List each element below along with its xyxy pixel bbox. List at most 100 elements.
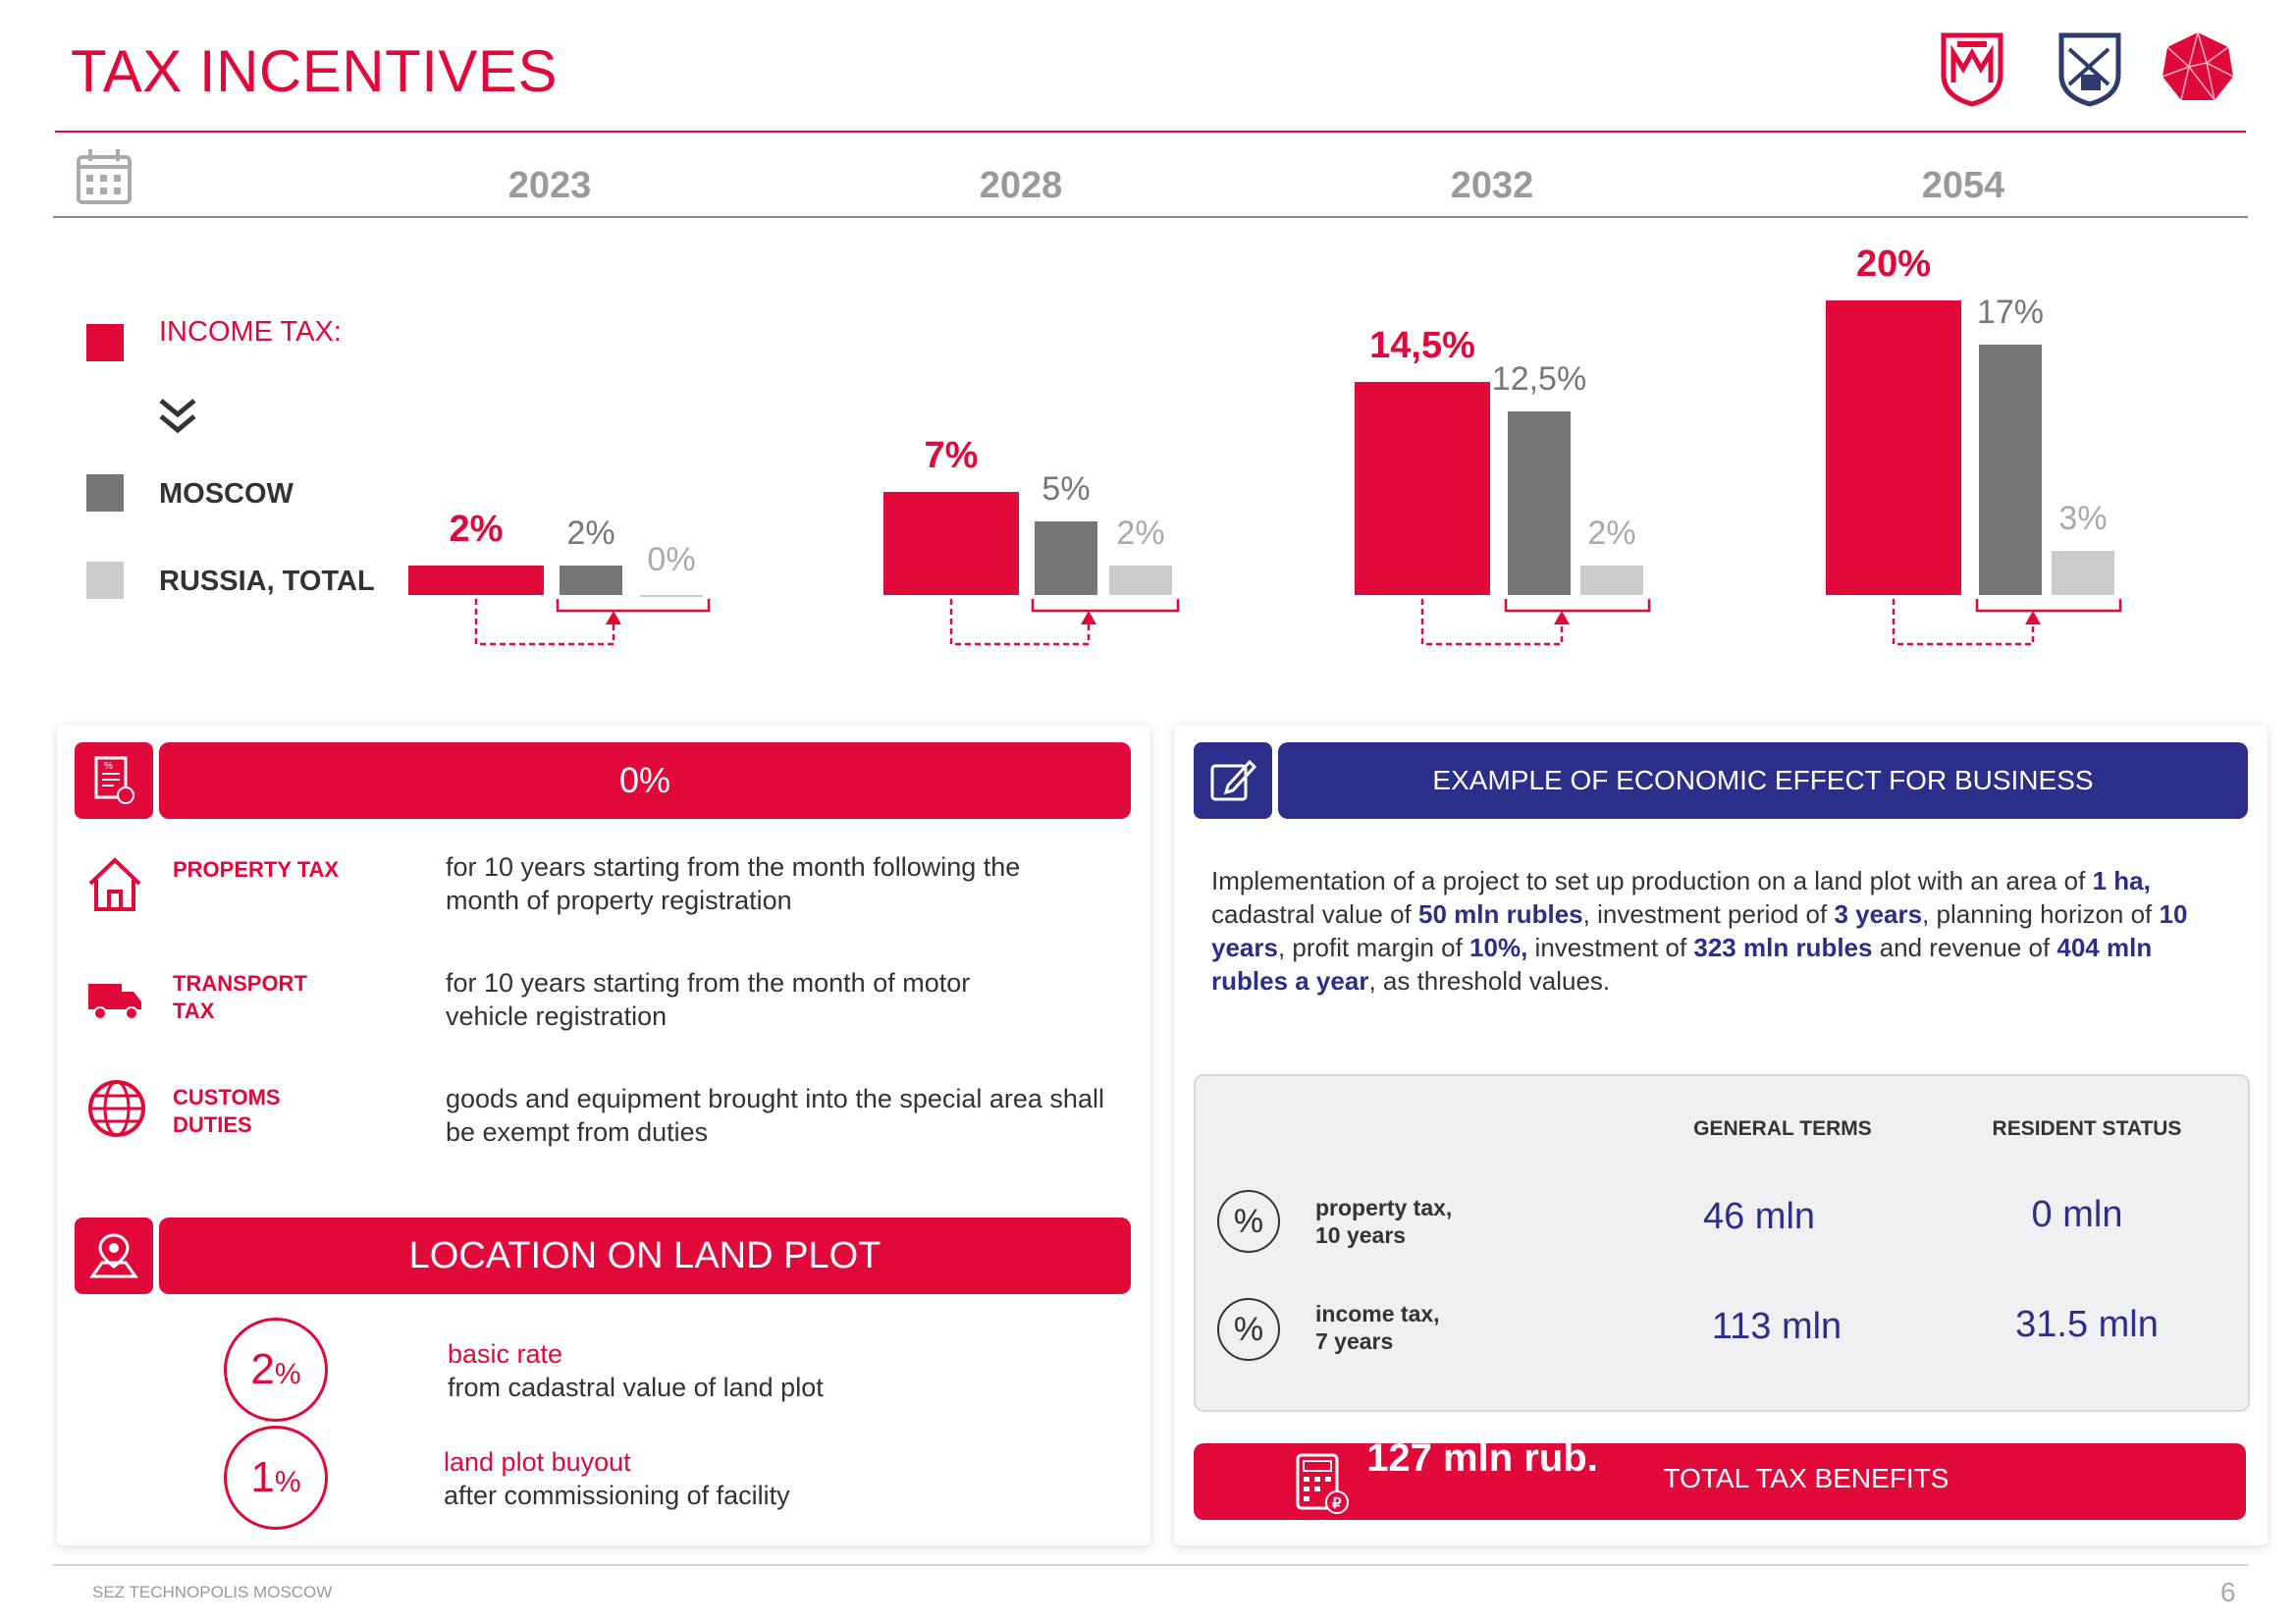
bar-income-tax-label: 14,5% <box>1369 324 1475 366</box>
legend-moscow: MOSCOW <box>159 478 294 510</box>
legend-swatch-moscow <box>86 474 124 512</box>
property-tax-desc: for 10 years starting from the month fol… <box>446 852 1021 915</box>
row-label: income tax, 7 years <box>1315 1300 1440 1355</box>
legend-swatch-income <box>86 324 124 361</box>
bar-moscow <box>1979 345 2042 595</box>
bar-moscow <box>1035 521 1097 595</box>
highlight-value: 50 mln rubles <box>1418 899 1583 929</box>
bar-russia-total-label: 3% <box>2058 500 2108 537</box>
basic-rate-number: 2 <box>250 1345 275 1393</box>
row-label-line1: property tax, <box>1315 1195 1453 1220</box>
property-tax-label: PROPERTY TAX <box>173 857 340 882</box>
economic-effect-header: EXAMPLE OF ECONOMIC EFFECT FOR BUSINESS <box>1278 742 2248 819</box>
row-label-line2: 7 years <box>1315 1328 1394 1354</box>
highlight-value: 1 ha, <box>2092 866 2151 895</box>
comparison-table <box>1194 1074 2250 1412</box>
bar-moscow-label: 12,5% <box>1491 359 1587 398</box>
percent-icon: % <box>1217 1190 1280 1253</box>
total-benefits-bar <box>1194 1443 2246 1520</box>
technopolis-gem-icon <box>2162 31 2234 101</box>
customs-duties-label: CUSTOMS DUTIES <box>173 1085 281 1137</box>
edit-icon <box>1194 742 1272 819</box>
comparison-connector <box>949 599 1180 646</box>
col-general-terms: GENERAL TERMS <box>1693 1117 1872 1140</box>
transport-tax-desc: for 10 years starting from the month of … <box>446 968 971 1031</box>
moscow-coat-icon <box>1941 32 2003 107</box>
bar-russia-total <box>640 592 703 597</box>
calculator-ruble-icon: ₽ <box>1296 1453 1349 1514</box>
year-label: 2028 <box>979 165 1063 206</box>
col-resident-status: RESIDENT STATUS <box>1992 1117 2182 1140</box>
buyout-rate-number: 1 <box>250 1453 275 1501</box>
bar-russia-total <box>1109 566 1172 595</box>
bar-income-tax <box>1355 381 1490 595</box>
bar-moscow <box>560 566 622 595</box>
bar-moscow-label: 2% <box>566 514 615 552</box>
bar-moscow-label: 5% <box>1041 470 1091 508</box>
income-tax-general-value: 113 mln <box>1711 1306 1842 1347</box>
text-run: cadastral value of <box>1211 899 1419 929</box>
example-description: Implementation of a project to set up pr… <box>1211 864 2216 998</box>
customs-duties-desc: goods and equipment brought into the spe… <box>446 1084 1104 1147</box>
basic-rate-title: basic rate <box>448 1339 563 1369</box>
text-run: Implementation of a project to set up pr… <box>1211 866 2093 895</box>
bar-russia-total-label: 2% <box>1587 514 1636 552</box>
bar-income-tax <box>883 492 1019 595</box>
tax-document-icon: % <box>75 742 153 819</box>
year-label: 2032 <box>1450 165 1534 206</box>
income-tax-resident-value: 31.5 mln <box>2015 1304 2159 1345</box>
percent-icon: % <box>1217 1298 1280 1361</box>
bar-income-tax <box>1826 300 1961 595</box>
highlight-value: 323 mln rubles <box>1693 933 1873 962</box>
buyout-rate-unit: % <box>274 1466 301 1498</box>
truck-icon <box>88 984 141 1020</box>
row-label-line2: 10 years <box>1315 1222 1407 1248</box>
property-tax-resident-value: 0 mln <box>2031 1194 2123 1235</box>
bar-russia-total <box>2052 551 2114 595</box>
house-icon <box>88 857 141 911</box>
basic-rate-desc: from cadastral value of land plot <box>448 1373 824 1402</box>
legend-swatch-russia <box>86 562 124 599</box>
title-rule <box>55 131 2246 133</box>
calendar-icon <box>77 149 132 204</box>
footer-rule <box>53 1564 2248 1566</box>
buyout-rate-desc: after commissioning of facility <box>444 1481 790 1510</box>
text-run: , profit margin of <box>1277 933 1470 962</box>
row-label-line1: income tax, <box>1315 1301 1440 1326</box>
total-benefits-value: 127 mln rub. <box>1366 1436 1598 1480</box>
highlight-value: 10 years <box>1211 899 2188 962</box>
highlight-value: 10%, <box>1469 933 1528 962</box>
year-label: 2054 <box>1921 165 2005 206</box>
text-run: investment of <box>1527 933 1694 962</box>
bar-moscow-label: 17% <box>1976 294 2045 331</box>
basic-rate-badge: 2% <box>224 1318 328 1422</box>
bar-russia-total-label: 2% <box>1116 514 1165 552</box>
buyout-rate-badge: 1% <box>224 1426 328 1530</box>
tax-benefits-card <box>57 725 1150 1545</box>
bar-russia-total <box>1580 566 1643 595</box>
footer-text: SEZ TECHNOPOLIS MOSCOW <box>92 1583 333 1601</box>
highlight-value: 3 years <box>1834 899 1923 929</box>
text-run: and revenue of <box>1872 933 2057 962</box>
text-run: , investment period of <box>1582 899 1835 929</box>
total-benefits-label: TOTAL TAX BENEFITS <box>1663 1463 1949 1493</box>
bar-income-tax-label: 7% <box>924 435 979 476</box>
svg-text:%: % <box>104 761 113 772</box>
transport-tax-label: TRANSPORT TAX <box>173 971 307 1023</box>
year-label: 2023 <box>507 165 592 206</box>
row-label: property tax, 10 years <box>1315 1194 1452 1249</box>
comparison-connector <box>474 599 711 646</box>
bar-income-tax-label: 20% <box>1855 244 1932 285</box>
bar-moscow <box>1508 410 1571 595</box>
highlight-value: 404 mln rubles a year <box>1211 933 2153 996</box>
basic-rate-unit: % <box>274 1358 301 1390</box>
legend-income-tax: INCOME TAX: <box>159 316 342 348</box>
technopolis-coat-icon <box>2058 32 2121 107</box>
page-title: TAX INCENTIVES <box>71 38 558 104</box>
zero-percent-header: 0% <box>159 742 1131 819</box>
property-tax-general-value: 46 mln <box>1702 1196 1816 1237</box>
buyout-rate-title: land plot buyout <box>444 1447 631 1477</box>
globe-icon <box>88 1080 145 1137</box>
years-rule <box>53 216 2248 218</box>
text-run: , as threshold values. <box>1368 966 1611 996</box>
